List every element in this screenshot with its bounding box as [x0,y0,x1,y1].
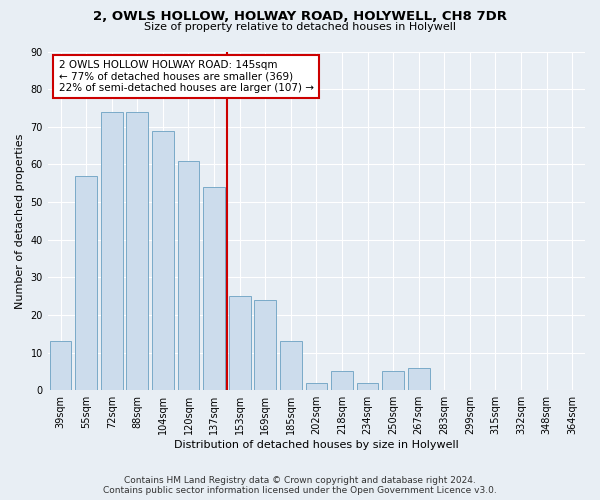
Bar [75,176,97,390]
Text: Contains HM Land Registry data © Crown copyright and database right 2024.
Contai: Contains HM Land Registry data © Crown c… [103,476,497,495]
Text: 2 OWLS HOLLOW HOLWAY ROAD: 145sqm
← 77% of detached houses are smaller (369)
22%: 2 OWLS HOLLOW HOLWAY ROAD: 145sqm ← 77% … [59,60,314,93]
Bar [152,130,174,390]
Bar [254,300,276,390]
Bar [203,187,225,390]
Bar [305,382,327,390]
Bar [101,112,122,390]
Bar [280,342,302,390]
X-axis label: Distribution of detached houses by size in Holywell: Distribution of detached houses by size … [174,440,459,450]
Bar [382,372,404,390]
Bar [50,342,71,390]
Bar [178,160,199,390]
Bar [127,112,148,390]
Text: Size of property relative to detached houses in Holywell: Size of property relative to detached ho… [144,22,456,32]
Bar [331,372,353,390]
Y-axis label: Number of detached properties: Number of detached properties [15,133,25,308]
Bar [408,368,430,390]
Bar [356,382,379,390]
Bar [229,296,251,390]
Text: 2, OWLS HOLLOW, HOLWAY ROAD, HOLYWELL, CH8 7DR: 2, OWLS HOLLOW, HOLWAY ROAD, HOLYWELL, C… [93,10,507,23]
